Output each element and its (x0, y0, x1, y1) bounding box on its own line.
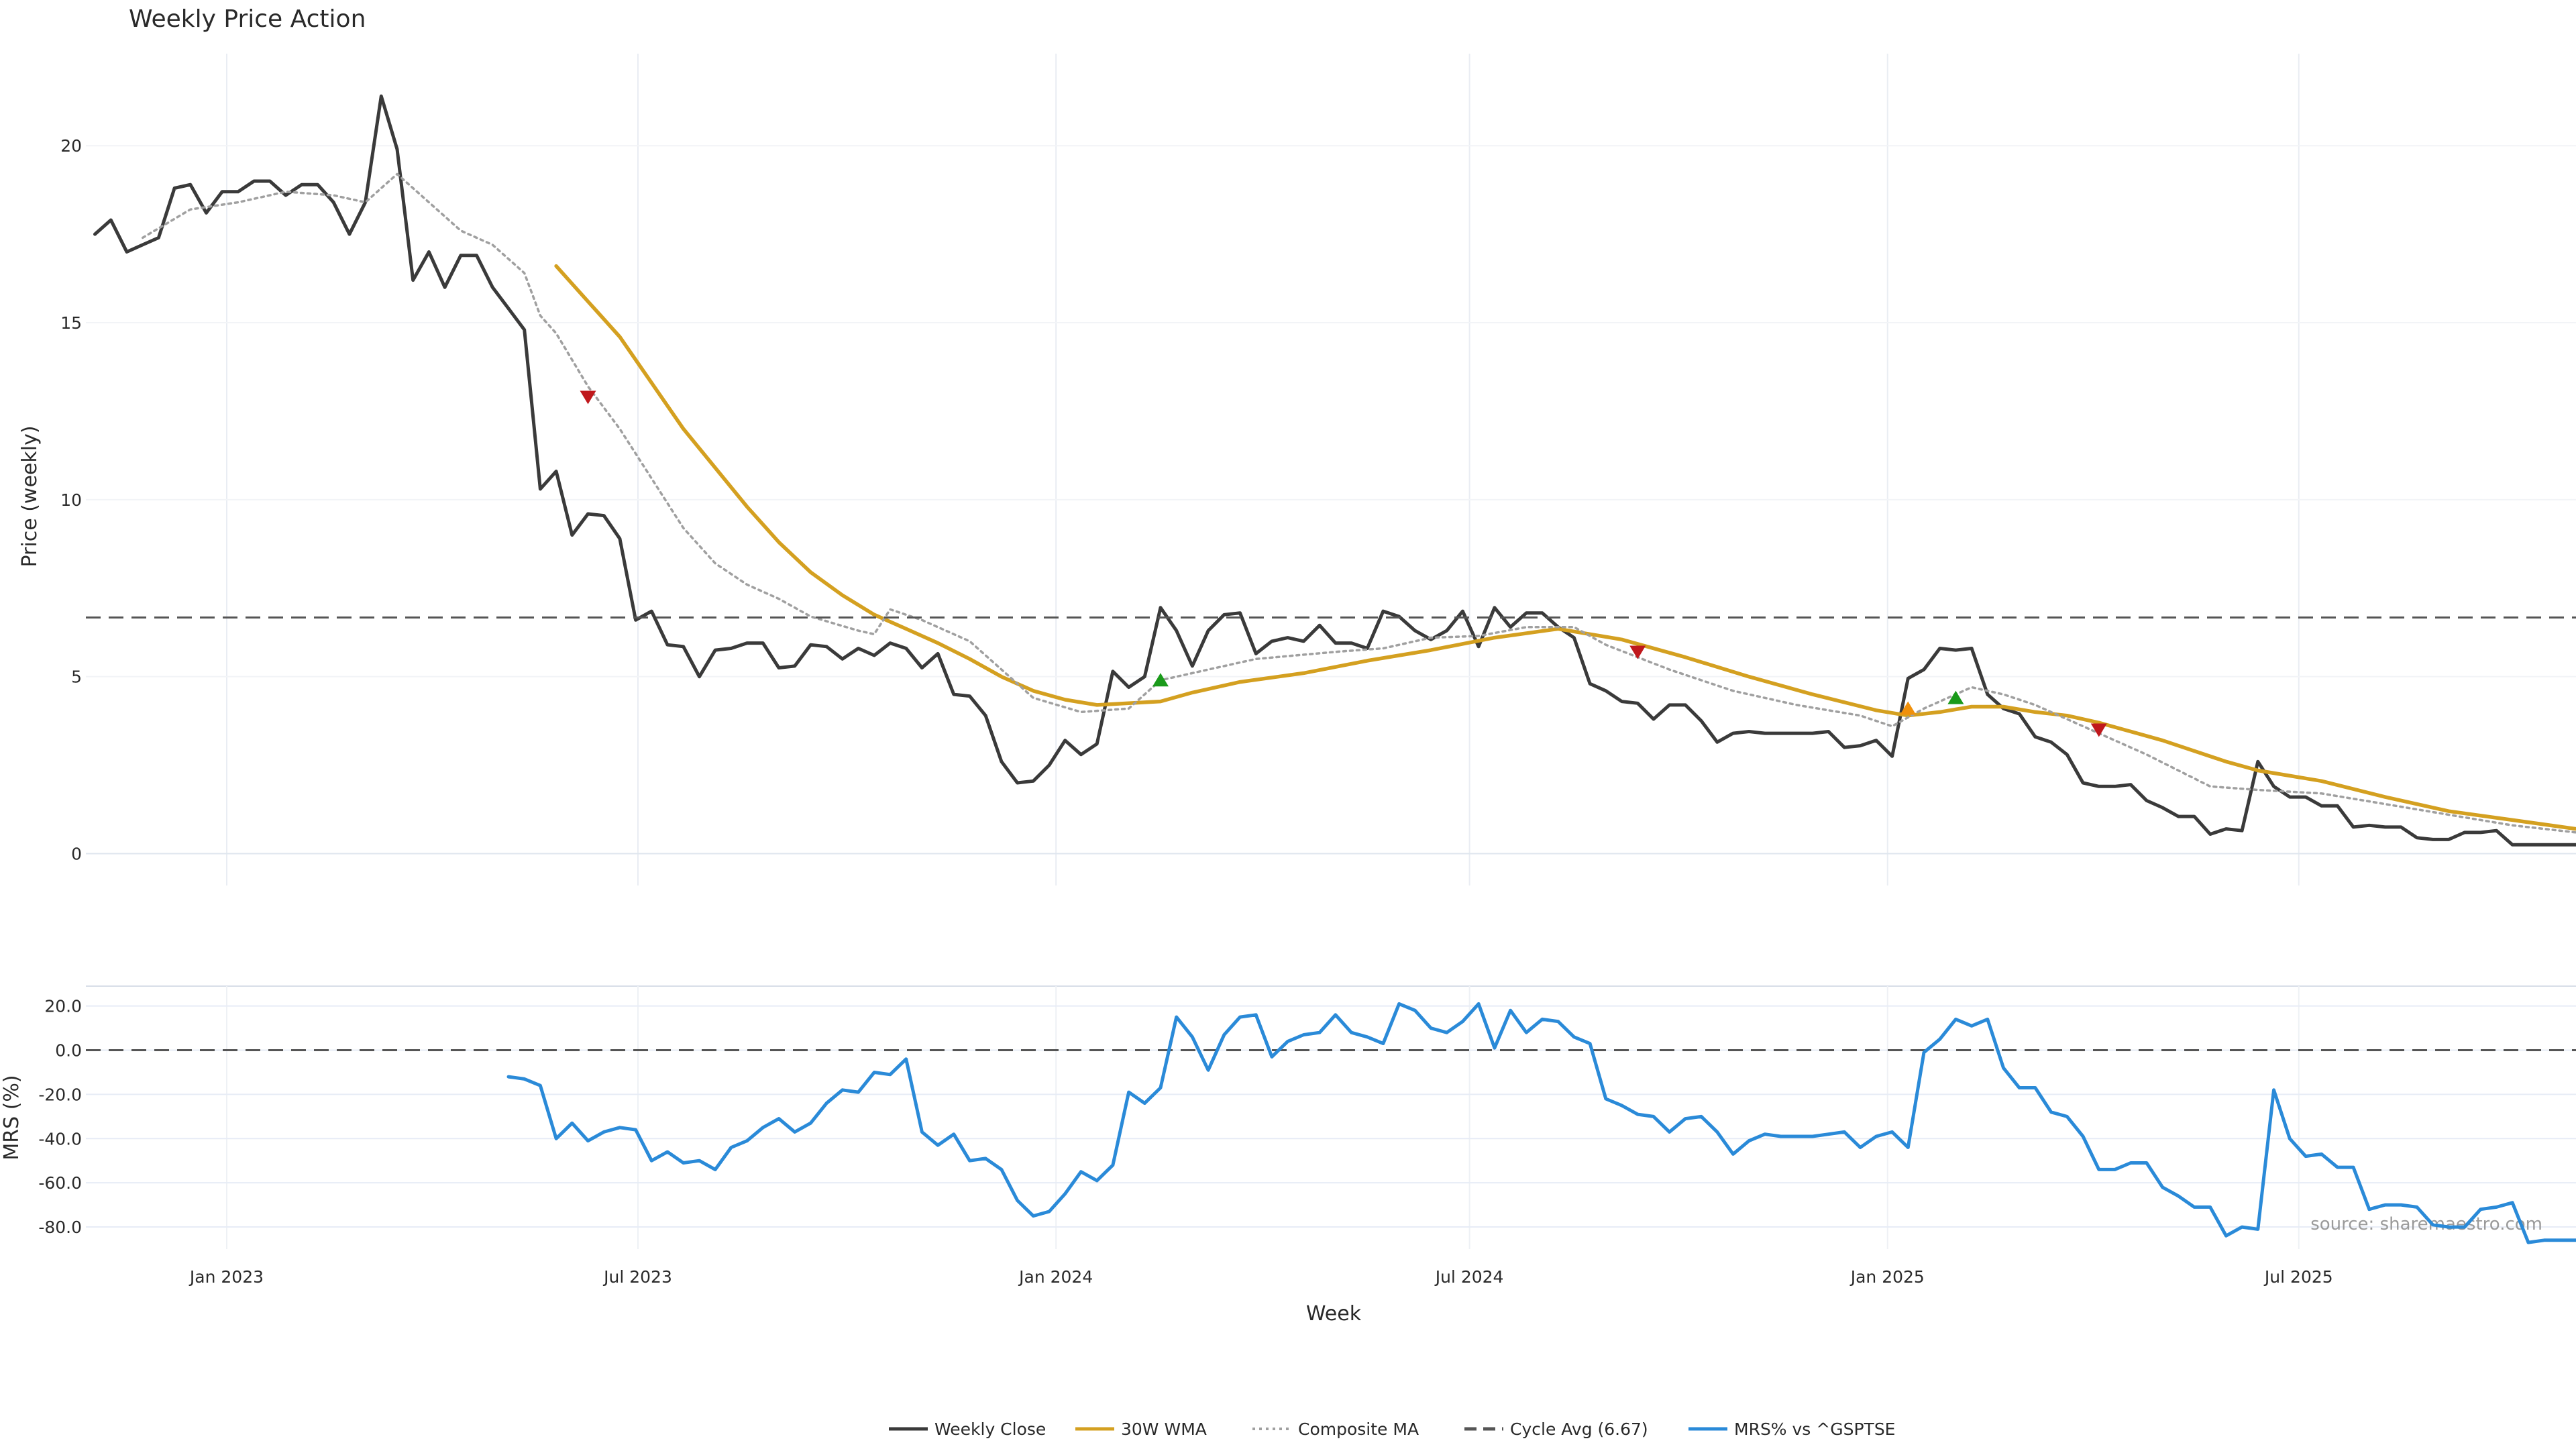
mrs-y-tick-label: -20.0 (38, 1085, 82, 1104)
legend-item-cycle-avg-6-67: Cycle Avg (6.67) (1464, 1419, 1648, 1439)
x-tick-label: Jan 2024 (1018, 1267, 1093, 1287)
mrs-y-tick-label: -60.0 (38, 1173, 82, 1193)
x-tick-label: Jul 2023 (602, 1267, 672, 1287)
series-composite-ma (141, 172, 2576, 834)
legend-label: MRS% vs ^GSPTSE (1734, 1419, 1895, 1439)
signal-marker-up (1900, 701, 1917, 715)
price-y-tick-label: 5 (71, 667, 82, 687)
signal-marker-up (1947, 690, 1964, 704)
signal-marker-up (1152, 673, 1169, 687)
legend-label: Cycle Avg (6.67) (1510, 1419, 1648, 1439)
chart-title: Weekly Price Action (129, 5, 366, 33)
x-tick-label: Jul 2025 (2263, 1267, 2333, 1287)
mrs-y-tick-label: -80.0 (38, 1218, 82, 1237)
price-y-axis-title: Price (weekly) (18, 425, 42, 567)
series-30w-wma (554, 264, 2576, 831)
price-y-tick-label: 15 (60, 313, 82, 333)
mrs-y-tick-label: 20.0 (44, 997, 82, 1016)
signal-marker-down (1629, 645, 1646, 659)
mrs-series-group (506, 1002, 2576, 1244)
legend-label: Composite MA (1298, 1419, 1419, 1439)
price-y-tick-label: 0 (71, 845, 82, 864)
x-tick-label: Jan 2023 (189, 1267, 264, 1287)
legend-item-weekly-close: Weekly Close (889, 1419, 1046, 1439)
x-tick-label: Jul 2024 (1434, 1267, 1504, 1287)
x-tick-label: Jan 2025 (1849, 1267, 1925, 1287)
legend-item-composite-ma: Composite MA (1252, 1419, 1419, 1439)
series-weekly-close (93, 94, 2576, 847)
mrs-y-axis-title: MRS (%) (0, 1075, 23, 1160)
legend-item-mrs-vs-gsptse: MRS% vs ^GSPTSE (1688, 1419, 1895, 1439)
signal-marker-down (2090, 723, 2107, 737)
price-panel: Weekly Price Action 0 5 10 15 20 Price (weekly… (18, 5, 2576, 885)
legend-label: Weekly Close (934, 1419, 1046, 1439)
legend-item-30w-wma: 30W WMA (1075, 1419, 1207, 1439)
price-series-group (86, 94, 2576, 847)
price-y-tick-label: 20 (60, 136, 82, 156)
x-axis-title: Week (1306, 1302, 1362, 1326)
mrs-y-tick-label: -40.0 (38, 1129, 82, 1148)
series-mrs-vs-gsptse (506, 1002, 2576, 1244)
chart-legend: Weekly Close 30W WMA Composite MA Cycle Avg… (889, 1419, 1895, 1439)
price-y-tick-label: 10 (60, 490, 82, 510)
legend-label: 30W WMA (1121, 1419, 1207, 1439)
signal-marker-down (580, 390, 596, 405)
mrs-y-tick-label: 0.0 (55, 1041, 82, 1061)
